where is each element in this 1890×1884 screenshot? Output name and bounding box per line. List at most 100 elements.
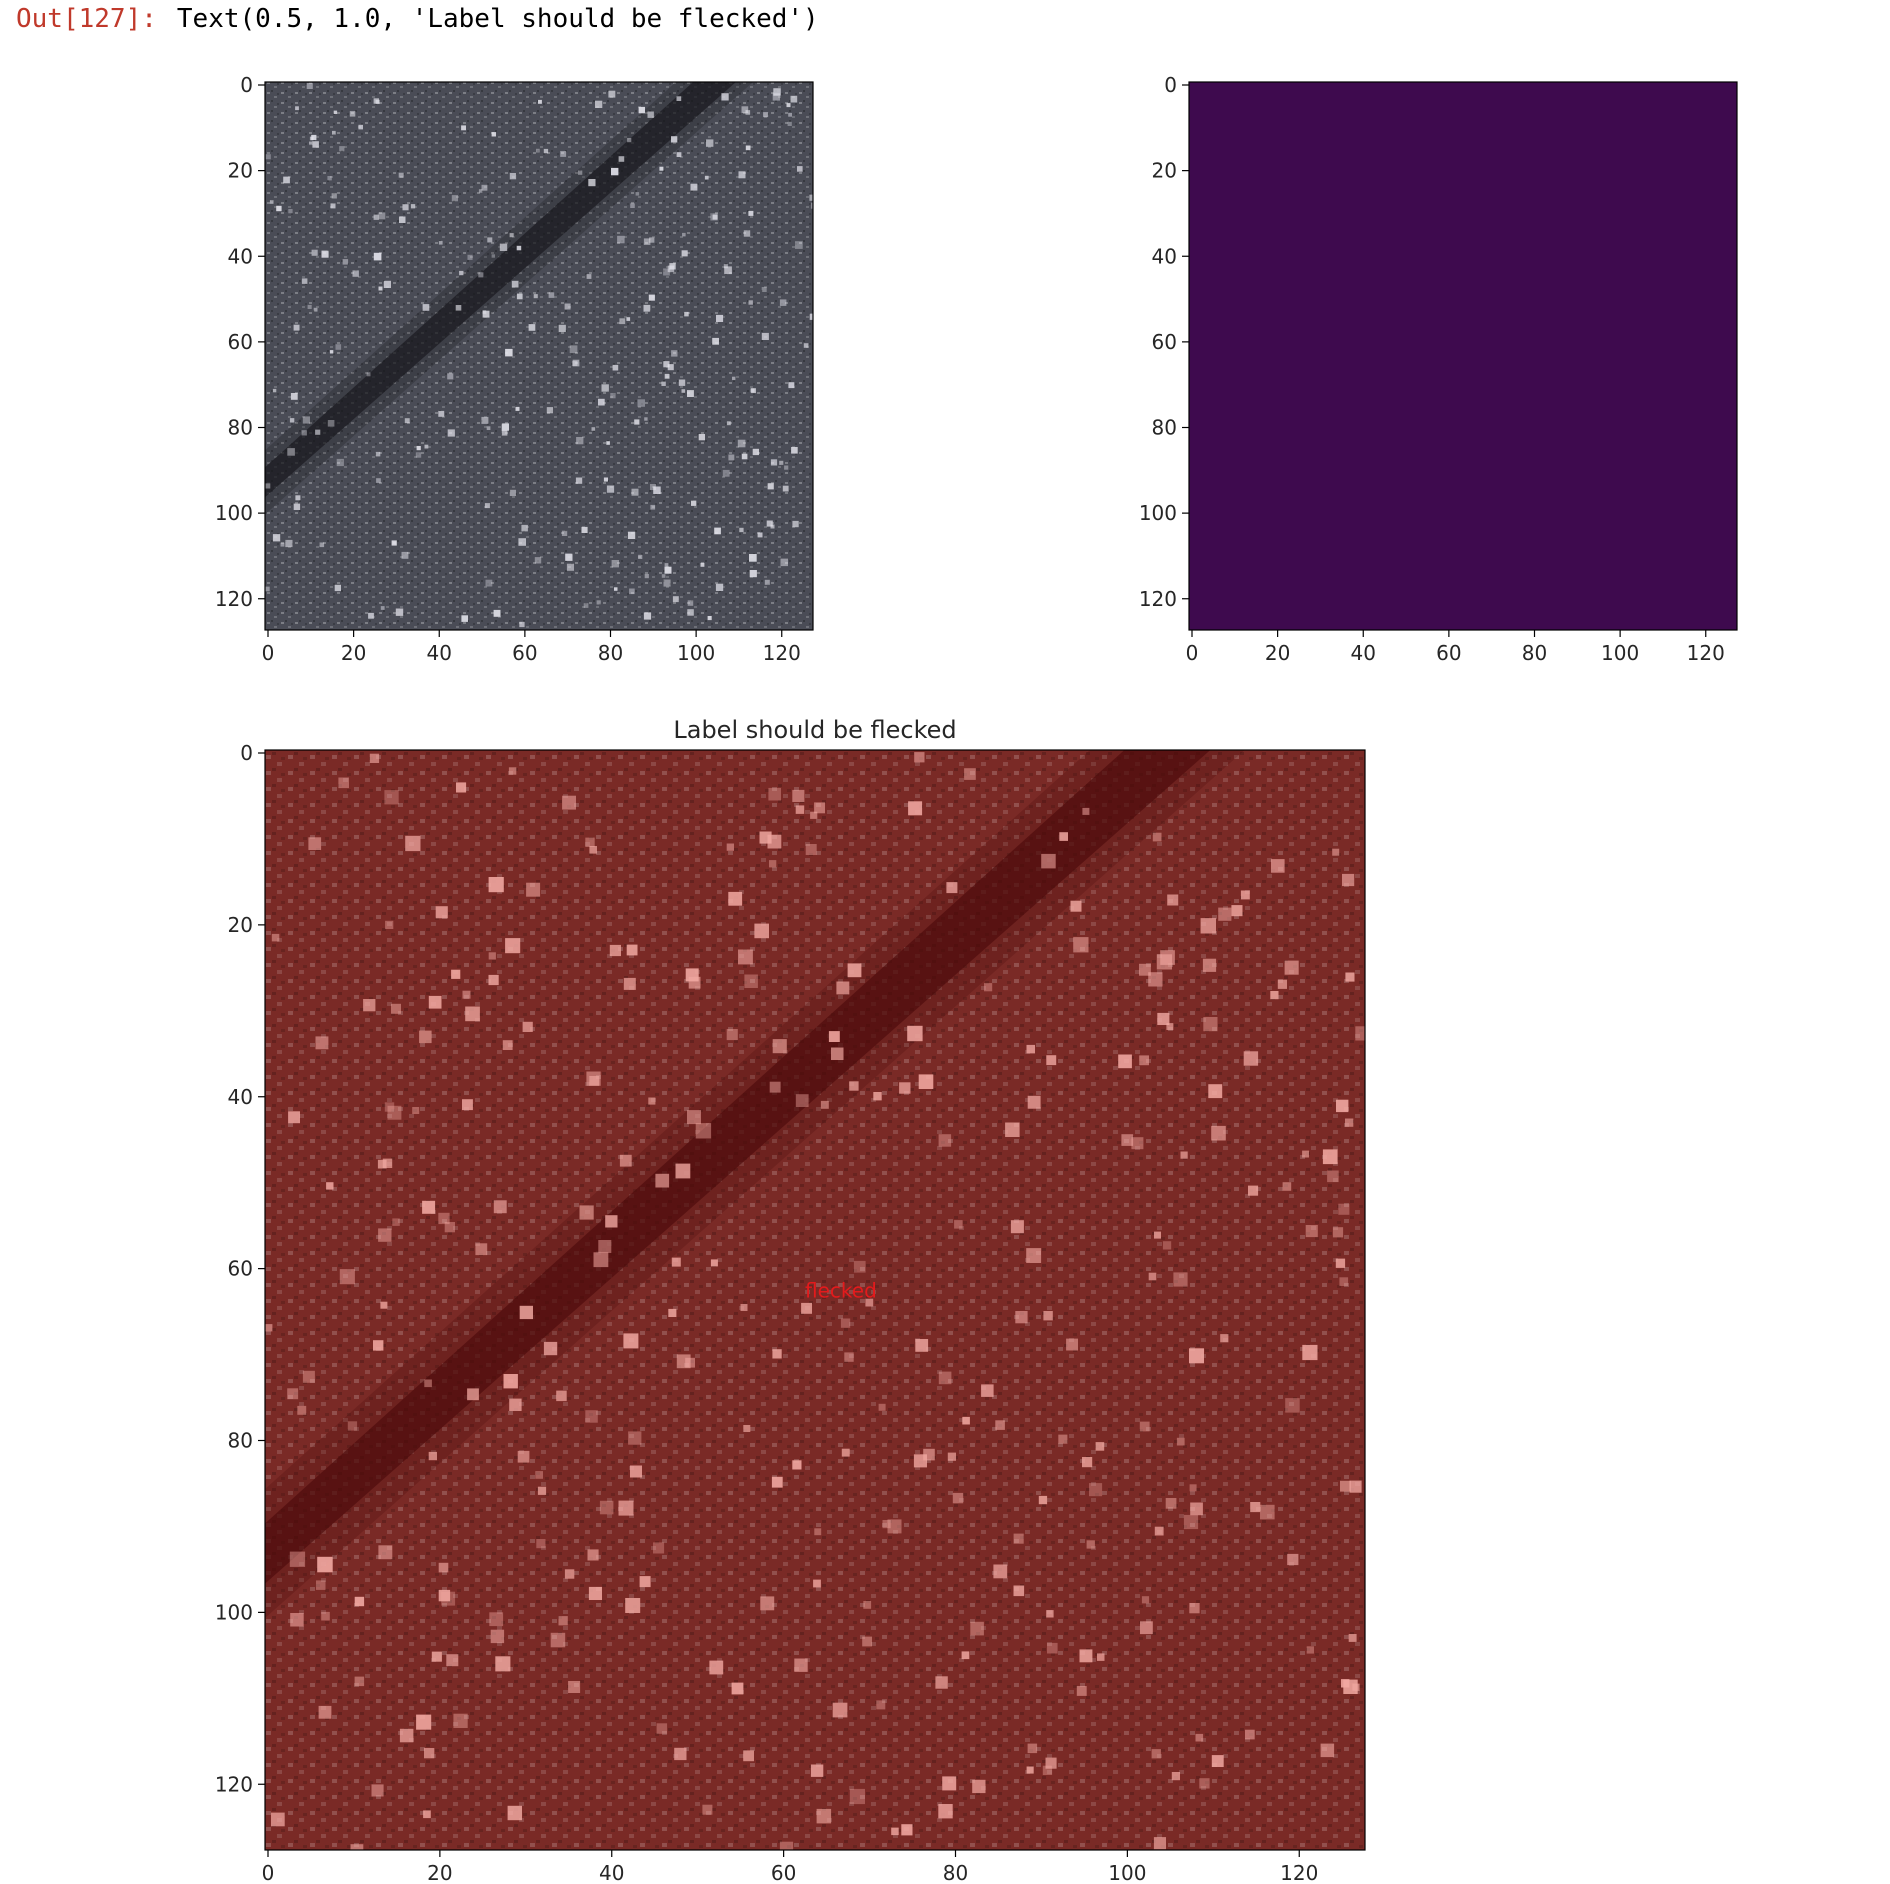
speckle [1240, 890, 1250, 900]
speckle [809, 194, 813, 201]
speckle [712, 214, 718, 220]
speckle [813, 1579, 821, 1588]
speckle [311, 134, 317, 141]
speckle [947, 1452, 956, 1461]
speckle [676, 152, 682, 157]
speckle [750, 388, 755, 393]
speckle [787, 121, 792, 126]
speckle [579, 1205, 594, 1220]
speckle [761, 287, 767, 292]
speckle [339, 1269, 355, 1285]
x-tick-label: 20 [1265, 641, 1290, 665]
speckle [849, 1081, 859, 1091]
speckle [451, 969, 461, 979]
speckle [644, 574, 649, 579]
speckle [1336, 1099, 1349, 1113]
speckle [1250, 1502, 1261, 1513]
speckle [1139, 963, 1151, 976]
speckle [380, 606, 385, 610]
speckle [533, 294, 538, 299]
y-tick-label: 40 [228, 244, 253, 268]
speckle [769, 860, 777, 868]
speckle [486, 426, 491, 430]
speckle [315, 429, 321, 435]
speckle [648, 294, 655, 301]
speckle [626, 317, 631, 321]
speckle [560, 151, 567, 157]
speckle [984, 983, 993, 992]
speckle [289, 1551, 306, 1567]
speckle [395, 608, 404, 616]
speckle [671, 136, 678, 143]
speckle [739, 527, 744, 533]
speckle [297, 1405, 307, 1415]
speckle [1180, 1151, 1188, 1159]
speckle [371, 1784, 384, 1797]
speckle [685, 1357, 695, 1368]
speckle [752, 448, 759, 456]
speckle [505, 938, 521, 954]
speckle [1152, 832, 1162, 842]
speckle [392, 1218, 400, 1226]
speckle [687, 1110, 701, 1125]
mask-image [1189, 82, 1737, 630]
speckle [444, 1222, 455, 1233]
speckle [745, 145, 751, 151]
speckle [336, 458, 344, 467]
speckle [293, 324, 300, 331]
speckle [1332, 848, 1340, 856]
speckle [606, 441, 610, 445]
speckle [625, 1598, 641, 1613]
speckle [700, 562, 705, 567]
speckle [841, 1448, 850, 1457]
speckle [664, 373, 670, 379]
y-tick-label: 20 [1152, 159, 1177, 183]
speckle [1013, 1585, 1025, 1597]
speckle [321, 250, 329, 258]
speckle [309, 141, 313, 146]
speckle [313, 307, 318, 312]
speckle [639, 1576, 651, 1588]
speckle [295, 106, 299, 111]
output-text: Text(0.5, 1.0, 'Label should be flecked'… [176, 4, 819, 34]
speckle [317, 1556, 333, 1573]
speckle [276, 205, 282, 212]
speckle [587, 1549, 599, 1561]
speckle [478, 189, 483, 193]
speckle [516, 293, 523, 300]
speckle [373, 214, 379, 220]
speckle [598, 398, 605, 406]
speckle [368, 612, 374, 619]
speckle [610, 393, 616, 399]
speckle [814, 802, 825, 814]
speckle [761, 332, 769, 340]
speckle [1086, 1540, 1095, 1549]
speckle [672, 596, 679, 603]
speckle [915, 1339, 929, 1352]
speckle [1282, 1182, 1292, 1191]
speckle [873, 1092, 882, 1101]
speckle [338, 777, 349, 789]
speckle [564, 303, 571, 310]
speckle [952, 1492, 964, 1504]
speckle [521, 524, 528, 532]
speckle [509, 173, 517, 180]
x-tick-label: 100 [677, 641, 715, 665]
speckle [723, 264, 728, 269]
speckle [373, 1340, 384, 1351]
speckle [1320, 1743, 1335, 1758]
speckle [766, 520, 773, 527]
speckle [1041, 853, 1056, 869]
speckle [681, 250, 688, 257]
speckle [876, 1700, 886, 1710]
speckle [489, 1612, 504, 1627]
speckle [1043, 1311, 1053, 1321]
speckle [1302, 1150, 1309, 1158]
speckle [502, 1040, 513, 1050]
speckle [674, 1747, 687, 1761]
speckle [384, 1102, 395, 1112]
speckle [586, 274, 592, 279]
speckle [891, 1827, 899, 1836]
speckle [671, 350, 678, 357]
speckle [431, 1651, 442, 1662]
